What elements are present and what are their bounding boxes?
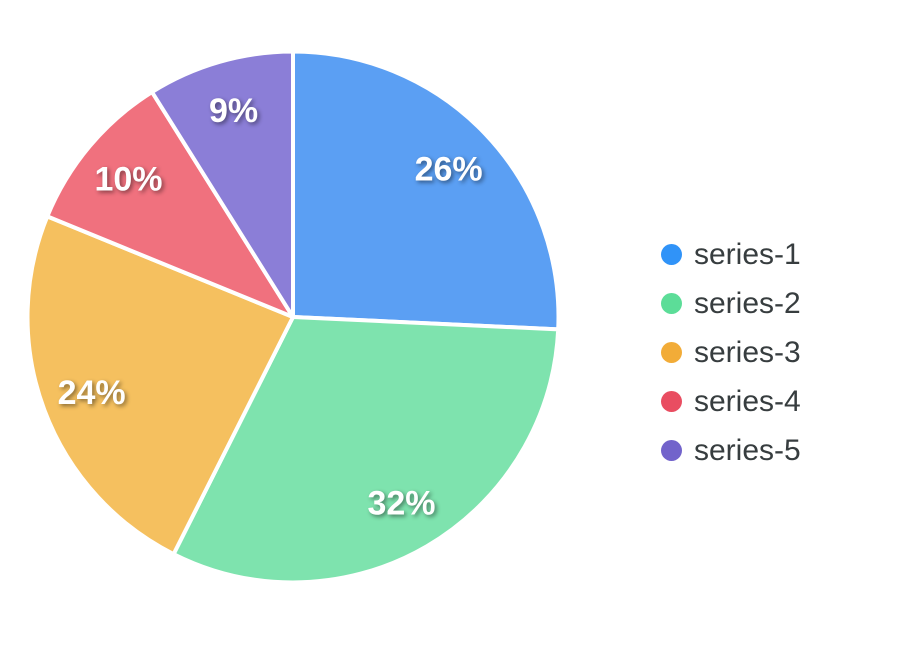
legend-item-series-2[interactable]: series-2 [661,279,801,328]
pie-slice-series-4[interactable] [45,90,295,319]
legend-marker-icon [661,342,682,363]
chart-legend: series-1 series-2 series-3 series-4 series-5 [661,230,801,475]
legend-marker-icon [661,440,682,461]
legend-item-label: series-2 [694,286,801,320]
legend-marker-icon [661,244,682,265]
pie-slice-series-2[interactable] [171,315,561,585]
legend-item-label: series-4 [694,384,801,418]
legend-item-label: series-1 [694,237,801,271]
legend-item-label: series-5 [694,433,801,467]
legend-item-series-1[interactable]: series-1 [661,230,801,279]
legend-item-series-5[interactable]: series-5 [661,426,801,475]
legend-item-series-3[interactable]: series-3 [661,328,801,377]
legend-item-series-4[interactable]: series-4 [661,377,801,426]
pie-slices [25,49,561,585]
pie-slice-series-5[interactable] [150,49,295,319]
legend-marker-icon [661,293,682,314]
legend-item-label: series-3 [694,335,801,369]
pie-slice-series-1[interactable] [291,49,561,332]
legend-marker-icon [661,391,682,412]
pie-slice-series-3[interactable] [25,214,295,557]
